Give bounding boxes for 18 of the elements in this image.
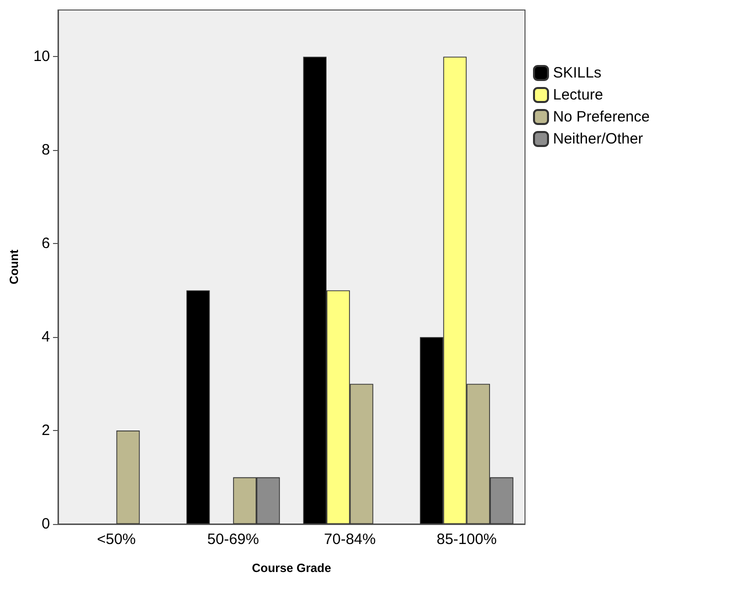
y-tick-label: 4 — [42, 328, 50, 346]
x-axis-title: Course Grade — [252, 561, 332, 575]
y-tick-label: 10 — [33, 48, 50, 66]
legend-label: No Preference — [553, 108, 650, 126]
y-axis-title: Count — [7, 250, 21, 284]
x-tick-label: 70-84% — [324, 531, 376, 548]
legend-label: Lecture — [553, 86, 604, 104]
x-tick-label: 85-100% — [436, 531, 497, 548]
y-tick-label: 2 — [42, 422, 50, 440]
bar — [116, 430, 140, 524]
y-tick-label: 0 — [42, 516, 50, 532]
y-tick-label: 6 — [42, 235, 50, 252]
legend-label: Neither/Other — [553, 130, 644, 148]
bar — [186, 290, 210, 524]
x-tick-label: <50% — [96, 531, 136, 548]
x-tick-label: 50-69% — [207, 531, 259, 548]
y-tick-label: 8 — [42, 142, 50, 159]
legend-label: SKILLs — [553, 64, 602, 82]
